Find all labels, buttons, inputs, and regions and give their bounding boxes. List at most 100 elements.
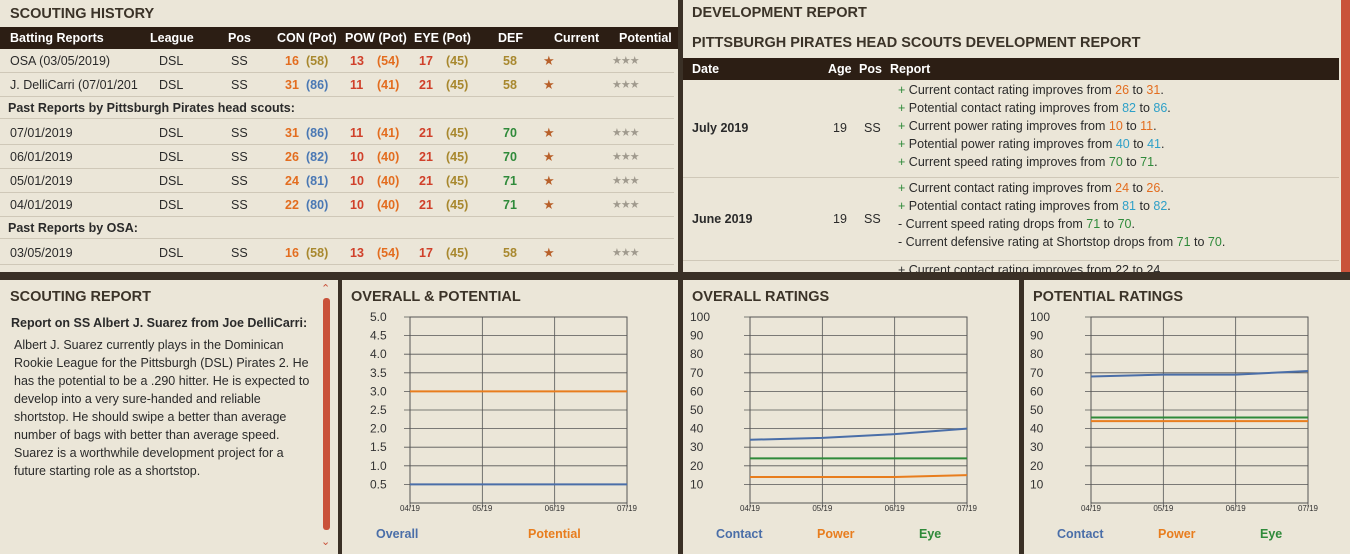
potential-stars-icon: ★★★ — [612, 175, 640, 187]
cell-league: DSL — [159, 54, 184, 68]
dev-report-line: + Current power rating improves from 10 … — [898, 119, 1157, 133]
cell-eye: 21 — [419, 198, 433, 212]
scroll-down-icon[interactable]: ⌄ — [321, 536, 331, 548]
dev-report-line: - Current speed rating drops from 71 to … — [898, 217, 1135, 231]
current-star-icon: ★ — [543, 125, 555, 140]
legend-pr-contact: Contact — [1057, 527, 1104, 541]
cell-con-pot: (81) — [306, 174, 329, 188]
cell-name: 06/01/2019 — [10, 150, 73, 164]
section-title: Past Reports by Pittsburgh Pirates head … — [8, 101, 295, 115]
report-scrollbar[interactable] — [323, 298, 330, 530]
cell-eye: 17 — [419, 246, 433, 260]
dev-report-line-cut: + Current contact rating improves from 2… — [898, 263, 1161, 272]
col-date[interactable]: Date — [692, 62, 720, 76]
cell-pow-pot: (54) — [377, 246, 400, 260]
cell-con: 22 — [285, 198, 299, 212]
dev-line-text: Current contact rating improves from — [908, 83, 1116, 97]
cell-eye: 17 — [419, 54, 433, 68]
cell-def: 58 — [503, 246, 517, 260]
cell-eye-pot: (45) — [446, 54, 469, 68]
development-report-title: DEVELOPMENT REPORT — [692, 5, 867, 21]
dev-line-text: Potential contact rating improves from — [908, 101, 1123, 115]
cell-pos: SS — [231, 150, 248, 164]
dev-line-to: 41 — [1147, 137, 1162, 151]
current-star-icon: ★ — [543, 77, 555, 92]
cell-con-pot: (80) — [306, 198, 329, 212]
potential-stars-icon: ★★★ — [612, 199, 640, 211]
cell-eye: 21 — [419, 150, 433, 164]
cell-name: 03/05/2019 — [10, 246, 73, 260]
dev-line-from: 71 — [1086, 217, 1101, 231]
dev-line-to-word: to — [1129, 83, 1147, 97]
col-eye[interactable]: EYE (Pot) — [414, 31, 471, 45]
cell-pos: SS — [231, 246, 248, 260]
dev-line-from: 71 — [1176, 235, 1191, 249]
potential-stars-icon: ★★★ — [612, 247, 640, 259]
col-report[interactable]: Report — [890, 62, 931, 76]
dev-report-line: + Current speed rating improves from 70 … — [898, 155, 1158, 169]
overall-potential-panel: OVERALL & POTENTIAL — [342, 280, 678, 554]
col-con[interactable]: CON (Pot) — [277, 31, 337, 45]
cell-con-pot: (86) — [306, 78, 329, 92]
cell-league: DSL — [159, 126, 184, 140]
dev-row[interactable]: June 2019 19 SS — [683, 179, 1339, 261]
current-star-icon: ★ — [543, 197, 555, 212]
col-dev-pos[interactable]: Pos — [859, 62, 882, 76]
col-batting-reports[interactable]: Batting Reports — [10, 31, 104, 45]
cell-pow: 11 — [350, 78, 364, 92]
table-row[interactable]: 03/05/2019 DSL SS 16 (58) 13 (54) 17 (45) 58 ★ ★★★ — [0, 241, 674, 265]
cell-name: OSA (03/05/2019) — [10, 54, 111, 68]
table-row[interactable]: 04/01/2019 DSL SS 22 (80) 10 (40) 21 (45) 71 ★ ★★★ — [0, 193, 674, 217]
cell-name: 05/01/2019 — [10, 174, 73, 188]
dev-row[interactable]: July 2019 19 SS — [683, 80, 1339, 178]
col-pow[interactable]: POW (Pot) — [345, 31, 407, 45]
cell-pos: SS — [231, 54, 248, 68]
potential-stars-icon: ★★★ — [612, 127, 640, 139]
table-row[interactable]: 06/01/2019 DSL SS 26 (82) 10 (40) 21 (45) 70 ★ ★★★ — [0, 145, 674, 169]
overall-potential-title: OVERALL & POTENTIAL — [351, 289, 521, 305]
scouting-report-heading: Report on SS Albert J. Suarez from Joe D… — [11, 316, 308, 330]
cell-con-pot: (82) — [306, 150, 329, 164]
dev-date: June 2019 — [692, 212, 753, 226]
cell-def: 71 — [503, 198, 517, 212]
dev-line-to-word: to — [1190, 235, 1208, 249]
dev-line-sign: + — [898, 119, 906, 133]
cell-def: 70 — [503, 150, 517, 164]
col-potential[interactable]: Potential — [619, 31, 672, 45]
col-pos[interactable]: Pos — [228, 31, 251, 45]
potential-ratings-title: POTENTIAL RATINGS — [1033, 289, 1184, 305]
col-def[interactable]: DEF — [498, 31, 523, 45]
dev-line-end: . — [1154, 155, 1158, 169]
dev-line-to: 70 — [1117, 217, 1132, 231]
dev-line-to-word: to — [1129, 137, 1148, 151]
col-current[interactable]: Current — [554, 31, 600, 45]
cell-league: DSL — [159, 198, 184, 212]
dev-line-to-word: to — [1129, 181, 1147, 195]
scroll-up-icon[interactable]: ⌃ — [321, 283, 331, 295]
cell-def: 71 — [503, 174, 517, 188]
col-league[interactable]: League — [150, 31, 194, 45]
dev-line-from: 26 — [1115, 83, 1130, 97]
col-age[interactable]: Age — [828, 62, 852, 76]
cell-pos: SS — [231, 78, 248, 92]
table-row[interactable]: OSA (03/05/2019) DSL SS 16 (58) 13 (54) 17 (45) 5… — [0, 49, 674, 73]
table-row[interactable]: J. DelliCarri (07/01/201 DSL SS 31 (86) 11 (41… — [0, 73, 674, 97]
current-star-icon: ★ — [543, 173, 555, 188]
cell-con: 24 — [285, 174, 299, 188]
dev-report-line: + Potential contact rating improves from… — [898, 199, 1171, 213]
cell-eye-pot: (45) — [446, 78, 469, 92]
dev-line-text: Current speed rating drops from — [905, 217, 1087, 231]
cell-pow-pot: (41) — [377, 78, 400, 92]
dev-line-from: 81 — [1122, 199, 1136, 213]
current-star-icon: ★ — [543, 149, 555, 164]
dev-line-from: 10 — [1108, 119, 1123, 133]
dev-line-to: 82 — [1153, 199, 1168, 213]
legend-or-eye: Eye — [919, 527, 942, 541]
table-row[interactable]: 05/01/2019 DSL SS 24 (81) 10 (40) 21 (45) 71 ★ ★★★ — [0, 169, 674, 193]
dev-line-sign: - — [898, 217, 903, 231]
cell-pow-pot: (40) — [377, 150, 400, 164]
cell-con: 16 — [285, 246, 299, 260]
cell-eye: 21 — [419, 126, 433, 140]
dev-scrollbar[interactable] — [1341, 0, 1350, 272]
table-row[interactable]: 07/01/2019 DSL SS 31 (86) 11 (41) 21 (45) 70 ★ ★★★ — [0, 121, 674, 145]
